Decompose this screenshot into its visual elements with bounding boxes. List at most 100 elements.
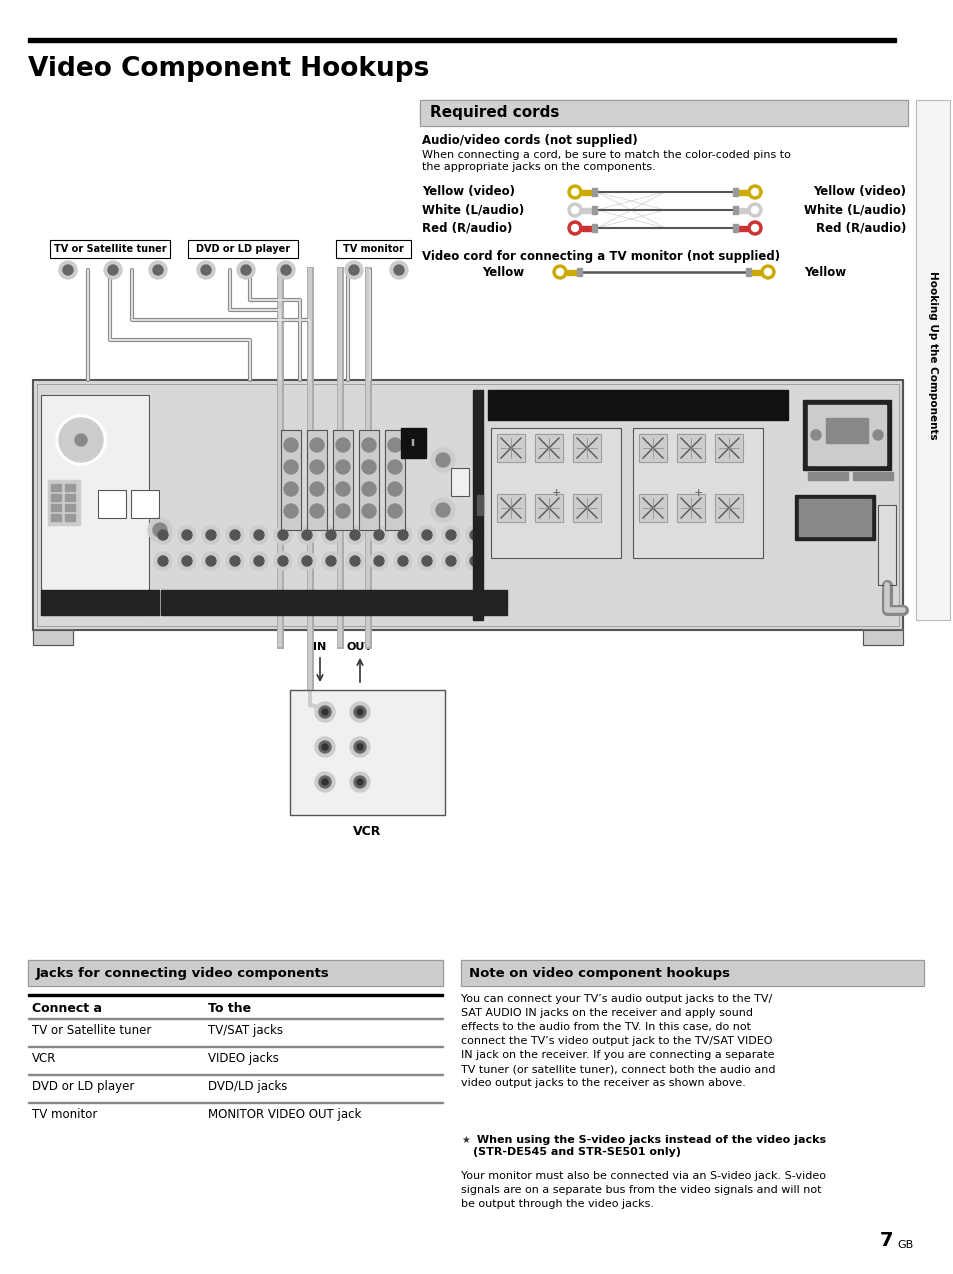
Circle shape <box>354 776 366 789</box>
Circle shape <box>182 530 192 540</box>
Bar <box>581 190 592 195</box>
Text: Connect a: Connect a <box>32 1001 102 1015</box>
Circle shape <box>284 505 297 519</box>
Bar <box>358 431 378 530</box>
Text: White (L/audio): White (L/audio) <box>421 204 524 217</box>
Bar <box>41 590 159 615</box>
Bar <box>714 434 742 462</box>
Circle shape <box>356 710 363 715</box>
Text: +: + <box>551 488 560 498</box>
Circle shape <box>201 265 211 275</box>
Circle shape <box>236 261 254 279</box>
Circle shape <box>206 530 215 540</box>
Text: Red (R/audio): Red (R/audio) <box>815 222 905 234</box>
Circle shape <box>810 431 821 440</box>
Bar <box>28 961 442 986</box>
Circle shape <box>354 741 366 753</box>
Text: Audio/video cords (not supplied): Audio/video cords (not supplied) <box>421 134 638 147</box>
Bar <box>451 468 469 496</box>
Text: DVD or LD player: DVD or LD player <box>32 1080 134 1093</box>
Circle shape <box>230 530 240 540</box>
Bar <box>290 691 444 815</box>
Bar <box>51 505 61 511</box>
Bar <box>573 434 600 462</box>
Bar <box>677 494 704 522</box>
Circle shape <box>253 555 264 566</box>
Bar <box>677 494 704 522</box>
Bar <box>592 189 597 196</box>
Bar <box>802 400 890 470</box>
Circle shape <box>417 552 436 569</box>
Circle shape <box>284 438 297 452</box>
Circle shape <box>431 448 455 471</box>
Bar <box>807 471 847 480</box>
Circle shape <box>302 530 312 540</box>
Circle shape <box>310 505 324 519</box>
Circle shape <box>318 741 331 753</box>
Bar <box>581 225 592 231</box>
Circle shape <box>571 224 578 232</box>
Circle shape <box>158 555 168 566</box>
Bar <box>633 428 762 558</box>
Circle shape <box>274 552 292 569</box>
Bar <box>488 390 787 420</box>
Bar <box>460 961 923 986</box>
Circle shape <box>394 265 403 275</box>
Text: ★: ★ <box>460 1135 469 1145</box>
Text: Yellow: Yellow <box>481 265 523 279</box>
Bar <box>41 395 149 615</box>
Circle shape <box>59 418 103 462</box>
Circle shape <box>436 503 450 517</box>
Text: VIDEO jacks: VIDEO jacks <box>208 1052 278 1065</box>
Text: 7: 7 <box>879 1231 893 1250</box>
Circle shape <box>322 710 328 715</box>
Bar <box>419 99 907 126</box>
Circle shape <box>153 526 172 544</box>
Bar <box>131 490 159 519</box>
Circle shape <box>763 269 771 275</box>
Bar <box>50 240 170 259</box>
Circle shape <box>350 530 359 540</box>
Circle shape <box>250 552 268 569</box>
Bar <box>131 490 159 519</box>
Bar <box>639 434 666 462</box>
Bar <box>877 505 895 585</box>
Circle shape <box>751 189 758 195</box>
Text: TV or Satellite tuner: TV or Satellite tuner <box>32 1024 152 1037</box>
Bar <box>98 490 126 519</box>
Bar <box>915 99 949 620</box>
Circle shape <box>751 206 758 214</box>
Circle shape <box>75 434 87 446</box>
Bar <box>51 513 61 521</box>
Bar <box>714 434 742 462</box>
Circle shape <box>335 460 350 474</box>
Bar <box>33 631 73 645</box>
Circle shape <box>59 261 77 279</box>
Text: Required cords: Required cords <box>430 106 558 121</box>
Circle shape <box>394 526 412 544</box>
Bar <box>358 431 378 530</box>
Circle shape <box>361 438 375 452</box>
Circle shape <box>356 744 363 750</box>
Bar <box>65 494 75 501</box>
Bar <box>738 225 747 231</box>
Circle shape <box>350 702 370 722</box>
Bar <box>307 431 327 530</box>
Circle shape <box>747 203 761 217</box>
Circle shape <box>397 530 408 540</box>
Text: Your monitor must also be connected via an S-video jack. S-video
signals are on : Your monitor must also be connected via … <box>460 1171 825 1209</box>
Bar <box>581 208 592 213</box>
Circle shape <box>567 220 581 234</box>
Bar <box>535 494 562 522</box>
Circle shape <box>310 460 324 474</box>
Bar <box>333 431 353 530</box>
Bar <box>807 405 885 465</box>
Bar <box>476 496 482 515</box>
Bar <box>573 494 600 522</box>
Circle shape <box>297 526 315 544</box>
Circle shape <box>354 706 366 719</box>
Circle shape <box>370 526 388 544</box>
Circle shape <box>230 555 240 566</box>
Text: Jacks for connecting video components: Jacks for connecting video components <box>36 967 330 980</box>
Bar <box>738 208 747 213</box>
